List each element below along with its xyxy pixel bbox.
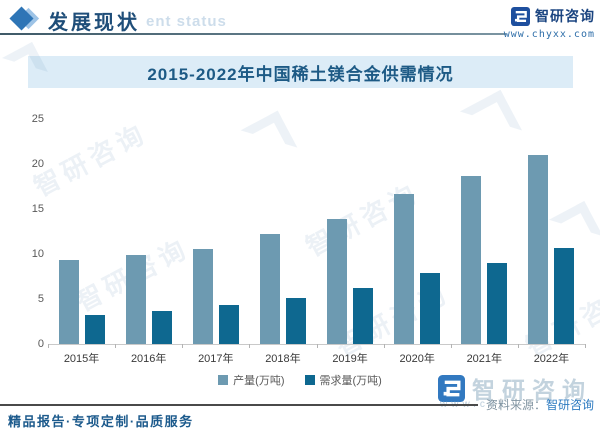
header-divider [0,33,506,35]
brand-block: 智研咨询 www.chyxx.com [504,6,595,40]
legend-label: 产量(万吨) [233,375,285,387]
bar [327,219,348,344]
legend-label: 需求量(万吨) [319,375,382,387]
y-tick-label: 0 [37,338,44,350]
bar [151,311,172,344]
y-tick-label: 5 [37,293,44,305]
legend-swatch [218,375,229,385]
brand-name: 智研咨询 [535,8,595,24]
bar [259,234,280,344]
x-axis-label: 2016年 [130,353,167,365]
bar [528,155,549,344]
source-value: 智研咨询 [545,398,594,412]
y-tick-label: 15 [31,203,44,215]
footer-tagline: 精品报告·专项定制·品质服务 [8,414,194,429]
footer-brand-name: 智研咨询 [472,377,592,403]
bar [461,176,482,344]
bar [218,305,239,344]
x-axis-label: 2022年 [533,353,570,365]
footer-divider [0,404,478,406]
x-axis-label: 2020年 [399,353,435,365]
legend-swatch [304,375,315,385]
header-watermark-text: ent status [146,13,227,30]
bar [84,315,105,344]
x-axis-label: 2019年 [332,353,368,365]
bar [554,248,575,344]
diamond-icon [9,6,40,32]
bar [487,263,508,344]
bar-group [249,114,316,344]
source-label: 资料来源： [485,398,546,412]
x-tick [182,344,184,348]
data-source: 资料来源：智研咨询 [486,396,594,413]
x-axis-label: 2017年 [198,353,234,365]
y-tick-label: 20 [31,158,44,170]
website-link[interactable]: www.chyxx.com [503,29,595,40]
y-axis: 0 5 10 15 20 25 [20,113,44,350]
x-tick [48,344,49,348]
bar-group [48,114,115,344]
bar [420,273,441,344]
x-tick [115,344,117,348]
bar-group [317,114,384,344]
bar-group [182,114,249,344]
x-axis-label: 2021年 [466,353,503,365]
bar [285,298,306,344]
x-tick [316,344,318,348]
bar [192,249,213,344]
bar [394,194,415,344]
bar-group [384,114,451,344]
chart-title: 2015-2022年中国稀土镁合金供需情况 [28,56,573,88]
legend-item: 需求量(万吨) [304,372,382,388]
section-title: 发展现状 [48,12,140,34]
x-tick [249,344,251,348]
x-tick [585,344,586,348]
chart-legend: 产量(万吨) 需求量(万吨) [0,372,600,388]
x-tick [450,344,452,348]
x-tick [383,344,385,348]
zhiyan-logo-icon-large [438,374,465,402]
legend-item: 产量(万吨) [218,372,285,388]
bar-group [518,114,585,344]
x-axis-label: 2015年 [63,353,100,365]
y-tick-label: 25 [31,113,44,125]
bar [58,260,79,344]
x-axis-labels: 2015年 2016年 2017年 2018年 2019年 2020年 2021年 2022年 [48,350,585,366]
x-tick [517,344,519,348]
bar-plot-area [48,114,585,344]
x-axis-label: 2018年 [265,353,301,365]
zhiyan-logo-icon [511,6,530,26]
footer-brand-watermark: 智研咨询 [438,371,592,405]
bar [125,255,146,344]
bar [353,288,374,344]
bar-group [451,114,518,344]
y-tick-label: 10 [31,248,44,260]
bar-group [115,114,182,344]
